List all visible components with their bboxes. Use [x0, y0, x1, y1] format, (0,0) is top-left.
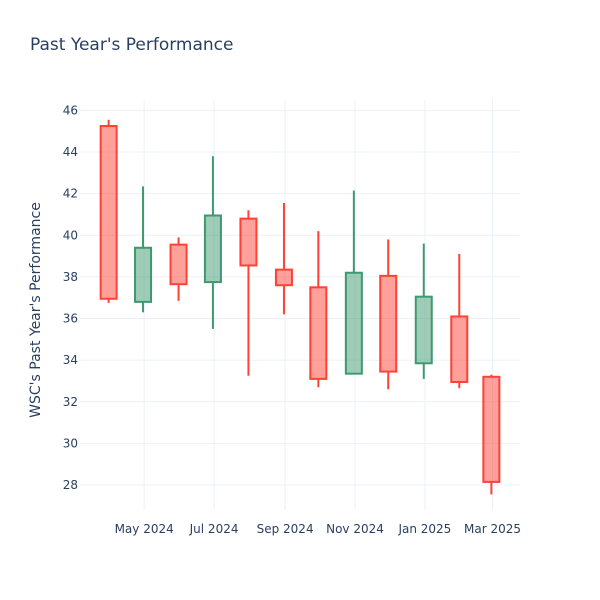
candle-body [99, 125, 118, 300]
y-tick-label: 44 [63, 145, 78, 159]
candle-decreasing [169, 237, 188, 301]
y-tick-label: 28 [63, 478, 78, 492]
candles [99, 119, 501, 495]
y-tick-label: 38 [63, 270, 78, 284]
x-tick-label: Nov 2024 [326, 522, 384, 536]
candle-body [344, 271, 363, 375]
candle-body [239, 217, 258, 267]
candle-decreasing [450, 254, 469, 389]
candle-body [414, 295, 433, 365]
candle-body [482, 375, 501, 483]
x-tick-label: Jul 2024 [189, 522, 239, 536]
x-tick-label: Sep 2024 [257, 522, 314, 536]
y-tick-label: 36 [63, 312, 78, 326]
candle-decreasing [379, 239, 398, 390]
y-tick-label: 46 [63, 103, 78, 117]
y-axis-label: WSC's Past Year's Performance [28, 202, 44, 418]
x-tick-label: Mar 2025 [464, 522, 521, 536]
candle-increasing [344, 190, 363, 375]
x-tick-label: May 2024 [115, 522, 174, 536]
candle-decreasing [482, 374, 501, 495]
candle-body [169, 243, 188, 286]
y-tick-label: 32 [63, 395, 78, 409]
y-tick-label: 42 [63, 187, 78, 201]
candle-body [309, 286, 328, 380]
candle-body [274, 268, 293, 287]
x-tick-label: Jan 2025 [397, 522, 451, 536]
candle-increasing [414, 243, 433, 379]
chart-title: Past Year's Performance [30, 35, 234, 55]
candle-body [450, 315, 469, 384]
candle-increasing [203, 156, 222, 329]
y-tick-label: 40 [63, 228, 78, 242]
candle-decreasing [309, 231, 328, 388]
x-axis-ticks: May 2024 Jul 2024 Sep 2024 Nov 2024 Jan 2025… [115, 522, 521, 536]
y-tick-label: 30 [63, 436, 78, 450]
candle-body [203, 214, 222, 284]
candle-body [379, 274, 398, 373]
candle-increasing [134, 186, 153, 313]
y-tick-label: 34 [63, 353, 78, 367]
y-axis-ticks: 28 30 32 34 36 38 40 42 44 46 [63, 103, 78, 492]
grid-lines [80, 100, 520, 510]
candle-decreasing [99, 119, 118, 303]
candle-decreasing [274, 203, 293, 315]
candle-body [134, 246, 153, 303]
candle-decreasing [239, 210, 258, 376]
